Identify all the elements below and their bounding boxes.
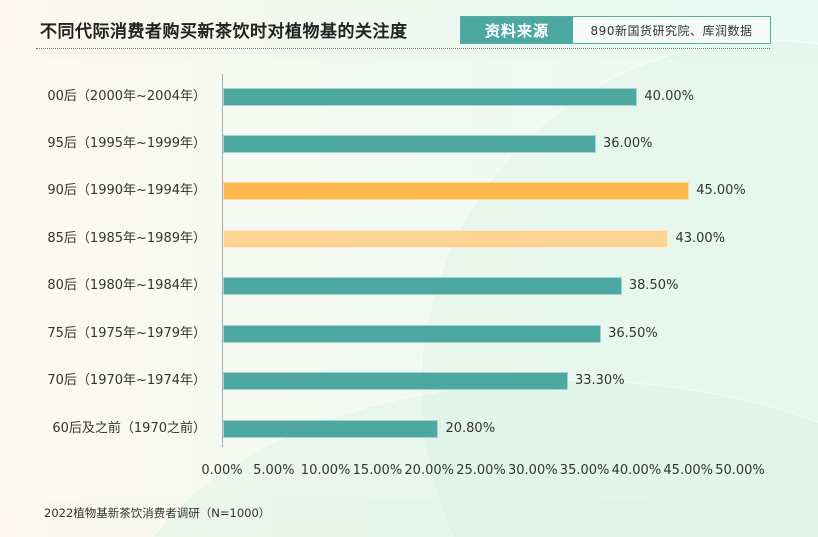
bar-value-label: 36.00% [602,136,653,151]
source-label: 资料来源 [461,17,573,43]
category-label: 70后（1970年~1974年） [47,373,206,388]
category-label: 00后（2000年~2004年） [47,89,206,104]
x-tick-label: 20.00% [404,463,454,478]
bar-row: 90后（1990年~1994年） 45.00% [0,182,818,200]
x-tick-label: 5.00% [253,463,295,478]
footer-note: 2022植物基新茶饮消费者调研（N=1000） [44,506,271,520]
x-tick-label: 0.00% [201,463,243,478]
bar-value-label: 38.50% [628,278,679,293]
x-tick-label: 10.00% [300,463,351,478]
x-tick-label: 15.00% [352,463,403,478]
chart-title: 不同代际消费者购买新茶饮时对植物基的关注度 [40,22,408,42]
bar [223,135,596,153]
bar-value-label: 45.00% [696,183,746,198]
bar-row: 95后（1995年~1999年） 36.00% [0,135,818,153]
bar [223,230,669,248]
bar-value-label: 43.00% [675,231,726,246]
y-axis-line [222,74,223,447]
bar [223,372,568,390]
x-tick-label: 30.00% [508,463,558,478]
x-tick-label: 40.00% [611,463,662,478]
bar-row: 80后（1980年~1984年） 38.50% [0,277,818,295]
bar-row: 60后及之前（1970之前） 20.80% [0,420,818,438]
category-label: 90后（1990年~1994年） [47,183,206,198]
bar-value-label: 33.30% [574,373,625,388]
category-label: 85后（1985年~1989年） [47,231,206,246]
bar [223,88,638,106]
bar-value-label: 40.00% [644,89,694,104]
category-label: 80后（1980年~1984年） [47,278,206,293]
x-tick-label: 50.00% [715,463,765,478]
category-label: 75后（1975年~1979年） [47,326,206,341]
title-divider [36,48,770,49]
source-box: 资料来源 890新国货研究院、库润数据 [460,16,771,44]
category-label: 95后（1995年~1999年） [47,136,206,151]
x-tick-label: 25.00% [456,463,506,478]
bar-value-label: 20.80% [445,421,496,436]
x-tick-label: 35.00% [559,463,610,478]
bar-row: 00后（2000年~2004年） 40.00% [0,88,818,106]
x-tick-label: 45.00% [663,463,713,478]
bar-row: 70后（1970年~1974年） 33.30% [0,372,818,390]
bar-row: 75后（1975年~1979年） 36.50% [0,325,818,343]
bar [223,277,622,295]
bar [223,325,602,343]
bar-row: 85后（1985年~1989年） 43.00% [0,230,818,248]
bar-value-label: 36.50% [608,326,658,341]
bar [223,420,439,438]
source-value: 890新国货研究院、库润数据 [573,17,770,43]
category-label: 60后及之前（1970之前） [52,421,206,436]
bar [223,182,690,200]
